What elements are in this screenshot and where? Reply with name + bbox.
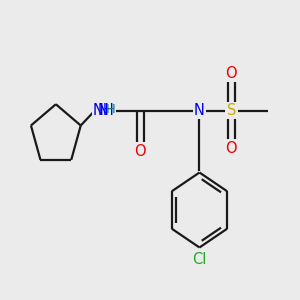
Text: N: N: [194, 103, 205, 118]
Text: NH: NH: [93, 103, 115, 118]
Text: O: O: [135, 144, 146, 159]
Text: O: O: [226, 66, 237, 81]
Text: H: H: [106, 103, 116, 116]
Text: O: O: [226, 141, 237, 156]
Text: N: N: [97, 103, 108, 118]
Text: Cl: Cl: [192, 252, 207, 267]
Text: S: S: [227, 103, 236, 118]
